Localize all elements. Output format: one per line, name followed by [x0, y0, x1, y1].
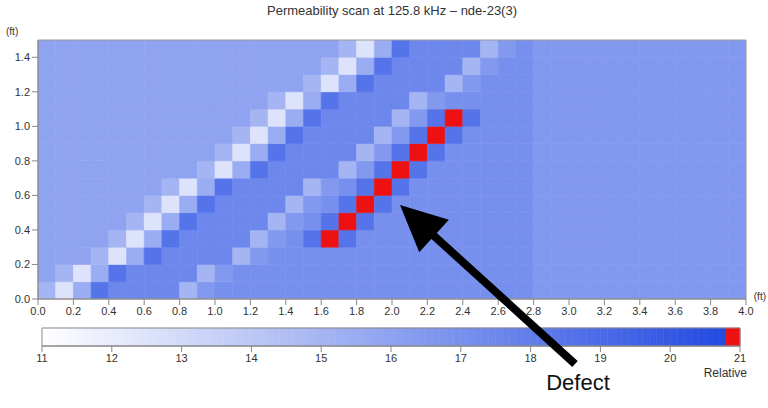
svg-text:2.0: 2.0	[384, 305, 399, 317]
html-text:Permeability scan at 125.8 kHz: Permeability scan at 125.8 kHz – nde-23(…	[267, 3, 517, 18]
html-text:(ft): (ft)	[753, 291, 766, 302]
svg-text:15: 15	[315, 352, 327, 364]
svg-text:1.8: 1.8	[349, 305, 364, 317]
svg-text:19: 19	[594, 352, 606, 364]
svg-text:0.0: 0.0	[30, 305, 45, 317]
svg-text:1.4: 1.4	[278, 305, 293, 317]
svg-text:0.8: 0.8	[172, 305, 187, 317]
svg-text:0.2: 0.2	[66, 305, 81, 317]
svg-text:1.2: 1.2	[243, 305, 258, 317]
svg-text:2.2: 2.2	[420, 305, 435, 317]
svg-text:18: 18	[524, 352, 536, 364]
svg-text:21: 21	[734, 352, 746, 364]
svg-text:1.0: 1.0	[207, 305, 222, 317]
svg-text:0.4: 0.4	[15, 224, 30, 236]
svg-text:1.4: 1.4	[15, 51, 30, 63]
svg-text:3.0: 3.0	[561, 305, 576, 317]
svg-text:1.6: 1.6	[314, 305, 329, 317]
svg-text:2.6: 2.6	[491, 305, 506, 317]
svg-text:13: 13	[175, 352, 187, 364]
svg-text:3.6: 3.6	[668, 305, 683, 317]
svg-text:2.4: 2.4	[455, 305, 470, 317]
svg-text:17: 17	[455, 352, 467, 364]
svg-text:0.2: 0.2	[15, 258, 30, 270]
svg-text:16: 16	[385, 352, 397, 364]
svg-text:14: 14	[245, 352, 257, 364]
svg-text:3.2: 3.2	[597, 305, 612, 317]
svg-text:3.4: 3.4	[632, 305, 647, 317]
svg-text:1.2: 1.2	[15, 86, 30, 98]
svg-text:0.8: 0.8	[15, 155, 30, 167]
svg-text:0.4: 0.4	[101, 305, 116, 317]
html-text:Relative: Relative	[703, 366, 747, 380]
html-text:Defect: Defect	[546, 370, 610, 395]
svg-text:12: 12	[106, 352, 118, 364]
svg-text:20: 20	[664, 352, 676, 364]
svg-text:4.0: 4.0	[738, 305, 753, 317]
svg-text:0.0: 0.0	[15, 293, 30, 305]
svg-text:0.6: 0.6	[137, 305, 152, 317]
svg-text:0.6: 0.6	[15, 189, 30, 201]
svg-text:11: 11	[36, 352, 47, 364]
html-text:(ft): (ft)	[6, 26, 19, 37]
svg-text:3.8: 3.8	[703, 305, 718, 317]
svg-text:1.0: 1.0	[15, 120, 30, 132]
svg-text:2.8: 2.8	[526, 305, 541, 317]
